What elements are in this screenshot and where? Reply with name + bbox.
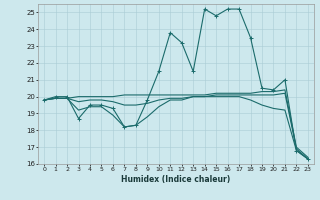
- X-axis label: Humidex (Indice chaleur): Humidex (Indice chaleur): [121, 175, 231, 184]
